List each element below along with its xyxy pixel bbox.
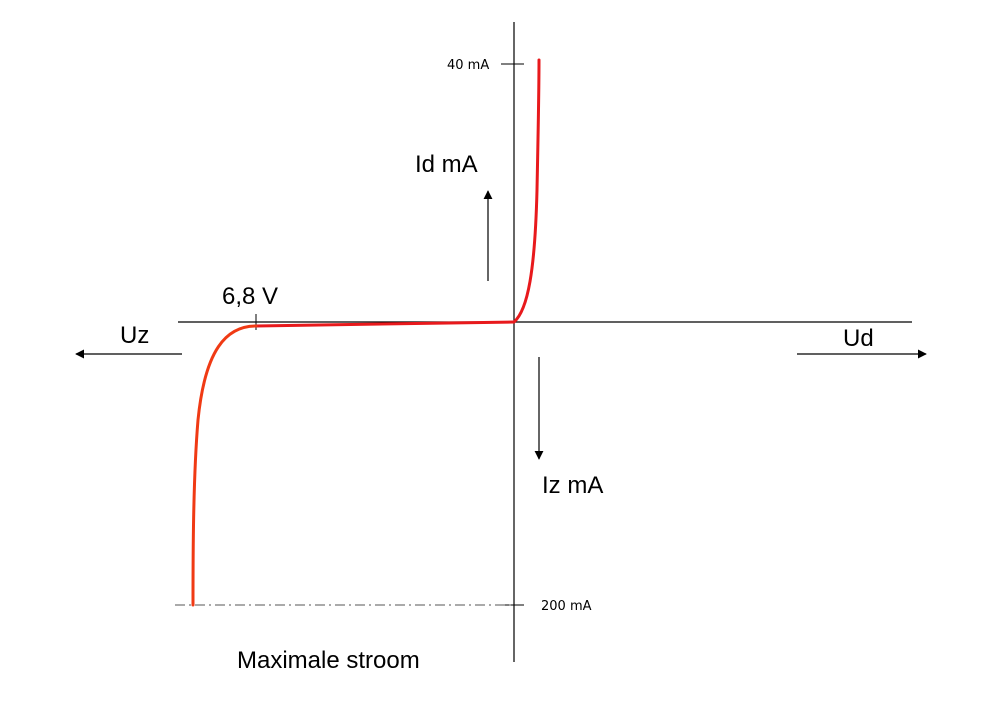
tick-200ma-label: 200 mA xyxy=(541,599,592,614)
zener-breakdown-curve xyxy=(191,324,258,607)
max-current-label: Maximale stroom xyxy=(237,647,420,674)
ud-axis-label: Ud xyxy=(843,325,874,352)
iz-axis-label: Iz mA xyxy=(542,472,603,499)
uz-axis-label: Uz xyxy=(120,322,149,349)
forward-conduction-curve xyxy=(512,58,541,324)
id-axis-label: Id mA xyxy=(415,151,478,178)
tick-40ma-label: 40 mA xyxy=(447,58,489,73)
zener-voltage-label: 6,8 V xyxy=(222,283,278,310)
blocking-region-curve xyxy=(254,320,516,328)
